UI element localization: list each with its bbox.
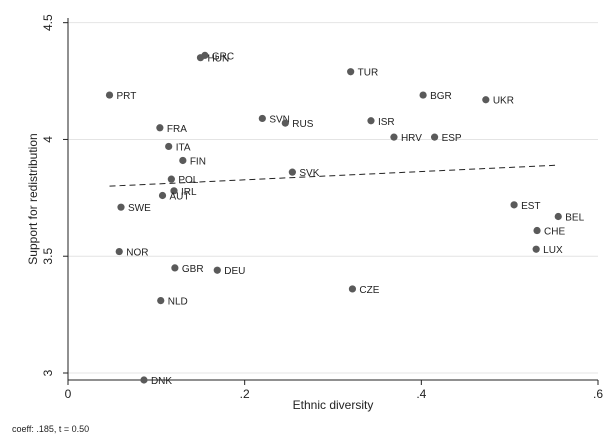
data-point-nor — [115, 247, 123, 256]
point-label-nld: NLD — [168, 297, 188, 308]
point-label-esp: ESP — [442, 133, 462, 144]
x-axis-title: Ethnic diversity — [293, 398, 374, 412]
point-label-svn: SVN — [269, 114, 290, 125]
data-point-esp — [430, 133, 439, 141]
data-point-cze — [348, 285, 357, 293]
data-point-hun — [196, 54, 205, 62]
data-point-prt — [105, 91, 114, 99]
point-label-ita: ITA — [176, 142, 191, 153]
point-label-grc: GRC — [212, 51, 234, 62]
data-point-fin — [179, 156, 187, 165]
point-label-hun: HUN — [208, 54, 230, 65]
data-point-bel — [554, 212, 562, 221]
data-point-deu — [213, 266, 221, 274]
x-tick-label: 0 — [65, 387, 72, 401]
point-label-bel: BEL — [565, 213, 584, 224]
point-label-lux: LUX — [543, 245, 563, 256]
point-label-cze: CZE — [359, 285, 379, 296]
data-point-lux — [532, 245, 540, 253]
x-tick-label: .2 — [240, 387, 250, 401]
x-tick-label: .6 — [593, 387, 603, 401]
x-tick-label: .4 — [416, 387, 426, 401]
data-point-nld — [157, 296, 165, 305]
data-point-est — [510, 201, 518, 209]
point-label-isr: ISR — [378, 117, 395, 128]
data-point-bgr — [419, 91, 427, 99]
data-point-gbr — [171, 264, 179, 272]
data-point-fra — [156, 124, 164, 132]
data-point-rus — [281, 119, 289, 127]
y-tick-label: 3.5 — [41, 248, 55, 265]
data-point-swe — [117, 203, 125, 211]
coefficient-note: coeff: .185, t = 0.50 — [12, 424, 89, 434]
y-tick-label: 4.5 — [41, 14, 55, 31]
data-point-irl — [170, 187, 178, 195]
data-point-dnk — [140, 376, 148, 384]
data-point-pol — [167, 175, 175, 183]
y-tick-label: 4 — [41, 136, 55, 143]
point-label-deu: DEU — [224, 266, 245, 277]
data-point-aut — [158, 191, 167, 200]
point-label-ukr: UKR — [493, 96, 514, 107]
point-label-aut: AUT — [170, 191, 190, 202]
plot-area — [68, 18, 598, 380]
data-point-che — [533, 226, 541, 235]
point-label-irl: IRL — [181, 187, 197, 198]
point-label-svk: SVK — [299, 168, 319, 179]
point-label-swe: SWE — [128, 203, 151, 214]
data-point-ukr — [482, 96, 490, 104]
point-label-pol: POL — [178, 175, 198, 186]
point-label-gbr: GBR — [182, 264, 204, 275]
point-label-bgr: BGR — [430, 91, 452, 102]
point-label-prt: PRT — [117, 91, 137, 102]
point-label-fra: FRA — [167, 124, 187, 135]
data-point-tur — [347, 68, 355, 76]
point-label-fin: FIN — [190, 156, 206, 167]
data-point-svn — [258, 114, 266, 123]
point-label-est: EST — [521, 201, 540, 212]
point-label-rus: RUS — [292, 119, 313, 130]
y-axis-title: Support for redistribution — [26, 133, 40, 264]
fit-line — [109, 164, 559, 187]
data-point-ita — [165, 142, 173, 151]
data-point-isr — [367, 117, 375, 125]
point-label-tur: TUR — [358, 68, 379, 79]
point-label-nor: NOR — [126, 248, 148, 259]
data-point-hrv — [390, 133, 398, 141]
y-tick-label: 3 — [41, 369, 55, 376]
point-label-dnk: DNK — [151, 376, 172, 387]
data-point-svk — [288, 168, 296, 176]
point-label-che: CHE — [544, 227, 565, 238]
point-label-hrv: HRV — [401, 133, 422, 144]
